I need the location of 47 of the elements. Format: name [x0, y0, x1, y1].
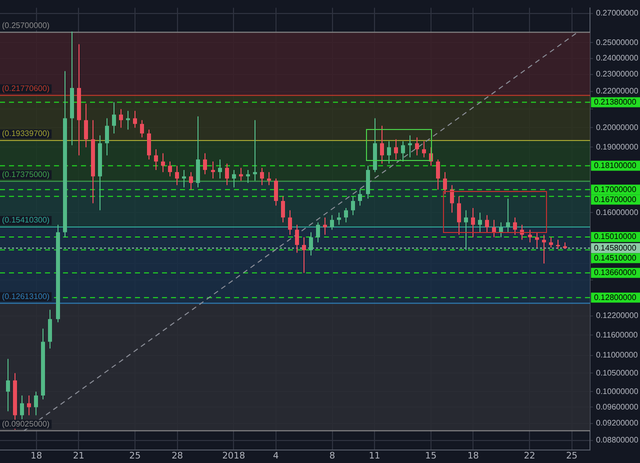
ref-line-label: 0.18100000	[594, 160, 637, 170]
candlestick	[253, 120, 257, 181]
y-tick-label: 0.20000000	[596, 122, 639, 132]
y-tick-label: 0.22000000	[596, 86, 639, 96]
x-tick-label: 22	[524, 452, 536, 462]
ref-line-label: (0.17375000)	[2, 170, 50, 179]
x-tick-label: 25	[129, 452, 141, 462]
candlestick	[542, 234, 546, 264]
x-tick-label: 18	[467, 452, 480, 462]
candlestick	[408, 135, 412, 158]
ref-line-label: 0.21380000	[594, 97, 637, 106]
x-tick-label: 21	[72, 452, 84, 462]
ref-line-label: 0.16700000	[594, 194, 637, 204]
y-tick-label: 0.11000000	[596, 350, 638, 360]
ref-line-label: (0.19339700)	[2, 129, 50, 138]
x-tick-label: 2018	[222, 452, 246, 462]
y-tick-label: 0.19000000	[596, 142, 639, 152]
ref-line-label: 0.12800000	[594, 292, 637, 302]
y-tick-label: 0.16000000	[596, 208, 639, 217]
ref-line-label: 0.13660000	[594, 268, 637, 278]
y-tick-label: 0.08800000	[596, 436, 639, 445]
y-tick-label: 0.10500000	[596, 368, 639, 378]
ref-line-label: (0.21770600)	[2, 84, 50, 94]
y-tick-label: 0.23000000	[596, 70, 639, 79]
x-tick-label: 8	[329, 452, 336, 462]
y-tick-label: 0.09600000	[596, 402, 639, 412]
ref-line-label: (0.15410300)	[2, 216, 50, 225]
x-tick-label: 15	[425, 452, 437, 462]
x-tick-label: 11	[368, 452, 380, 462]
ref-line-label: (0.12613100)	[2, 292, 50, 301]
x-tick-label: 4	[273, 452, 280, 462]
y-tick-label: 0.27000000	[596, 8, 639, 18]
ref-line-label: (0.09025000)	[2, 419, 50, 428]
ref-line-label: 0.14510000	[594, 253, 637, 262]
y-tick-label: 0.09200000	[596, 418, 639, 428]
y-tick-label: 0.25000000	[596, 38, 639, 47]
x-tick-label: 25	[566, 452, 578, 462]
ref-line-label: (0.25700000)	[2, 20, 50, 30]
x-tick-label: 18	[30, 452, 42, 462]
x-tick-label: 28	[172, 452, 184, 462]
y-tick-label: 0.10000000	[596, 386, 639, 396]
y-tick-label: 0.12200000	[596, 311, 639, 320]
y-tick-label: 0.24000000	[596, 53, 639, 62]
ref-line-label: 0.14580000	[594, 243, 637, 252]
ref-line-label: 0.15010000	[594, 232, 637, 242]
ref-line-label: 0.17000000	[594, 184, 637, 194]
y-tick-label: 0.11600000	[596, 330, 638, 340]
